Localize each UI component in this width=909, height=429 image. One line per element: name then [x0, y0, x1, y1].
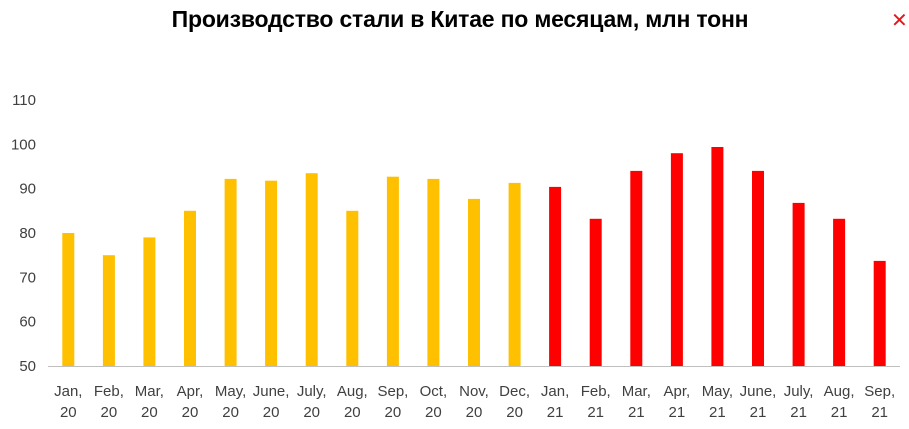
bar-7 — [346, 210, 359, 366]
bar-13 — [589, 218, 602, 366]
x-tick-label: 20 — [101, 404, 118, 421]
x-tick-label: 20 — [141, 404, 158, 421]
bar-15 — [670, 153, 683, 366]
x-tick-label: Apr, — [177, 383, 204, 400]
x-tick-label: 20 — [385, 404, 402, 421]
bar-18 — [792, 202, 805, 366]
x-tick-label: 20 — [60, 404, 77, 421]
x-tick-label: Mar, — [135, 383, 164, 400]
x-tick-label: Apr, — [664, 383, 691, 400]
x-tick-label: 20 — [182, 404, 199, 421]
x-tick-label: Feb, — [94, 383, 124, 400]
bar-8 — [386, 176, 399, 366]
x-tick-label: 21 — [790, 404, 807, 421]
y-tick-label: 60 — [19, 314, 36, 331]
y-tick-label: 70 — [19, 269, 36, 286]
x-tick-label: 21 — [628, 404, 645, 421]
bar-6 — [305, 173, 318, 366]
x-tick-label: 20 — [263, 404, 280, 421]
bar-4 — [224, 178, 237, 366]
x-tick-label: 21 — [750, 404, 767, 421]
x-tick-label: 21 — [871, 404, 888, 421]
x-tick-label: July, — [297, 383, 327, 400]
bar-9 — [427, 178, 440, 366]
x-tick-label: Dec, — [499, 383, 530, 400]
bar-3 — [184, 210, 196, 366]
bar-2 — [143, 237, 156, 366]
x-tick-label: 20 — [466, 404, 483, 421]
y-tick-label: 100 — [11, 136, 36, 153]
bar-20 — [873, 260, 886, 366]
x-tick-label: 21 — [547, 404, 564, 421]
x-tick-label: Oct, — [420, 383, 448, 400]
x-tick-label: June, — [253, 383, 290, 400]
bar-16 — [711, 147, 724, 366]
y-axis-ticks: 50 60 70 80 90 100 110 — [11, 92, 36, 375]
bars — [62, 147, 886, 366]
x-tick-label: 21 — [831, 404, 848, 421]
bar-5 — [265, 180, 278, 366]
x-tick-label: 21 — [587, 404, 604, 421]
bar-0 — [62, 233, 75, 366]
x-tick-label: May, — [215, 383, 246, 400]
x-tick-label: 20 — [303, 404, 320, 421]
y-tick-label: 110 — [12, 92, 36, 109]
y-tick-label: 50 — [19, 358, 36, 375]
bar-10 — [468, 198, 480, 366]
close-icon[interactable]: ✕ — [891, 8, 908, 32]
x-tick-label: Sep, — [864, 383, 895, 400]
x-axis-labels: Jan, 20 Feb, 20 Mar, 20 Apr, 20 May, 20 June, 20 Jul… — [54, 383, 895, 421]
x-tick-label: 21 — [709, 404, 726, 421]
y-tick-label: 80 — [19, 225, 36, 242]
bar-12 — [549, 186, 562, 366]
x-tick-label: Jan, — [541, 383, 569, 400]
x-tick-label: Jan, — [54, 383, 82, 400]
x-tick-label: 20 — [222, 404, 239, 421]
x-tick-label: Feb, — [581, 383, 611, 400]
x-tick-label: Nov, — [459, 383, 489, 400]
x-tick-label: 21 — [669, 404, 686, 421]
x-tick-label: Aug, — [337, 383, 368, 400]
x-tick-label: Mar, — [622, 383, 651, 400]
y-tick-label: 90 — [19, 181, 36, 198]
x-tick-label: 20 — [425, 404, 442, 421]
bar-1 — [102, 255, 115, 366]
bar-14 — [630, 170, 643, 366]
bar-19 — [833, 218, 846, 366]
x-tick-label: June, — [740, 383, 777, 400]
x-tick-label: May, — [702, 383, 733, 400]
x-tick-label: 20 — [344, 404, 361, 421]
x-tick-label: July, — [784, 383, 814, 400]
bar-11 — [508, 182, 521, 366]
x-tick-label: Aug, — [824, 383, 855, 400]
x-tick-label: Sep, — [377, 383, 408, 400]
bar-17 — [752, 170, 764, 366]
x-tick-label: 20 — [506, 404, 523, 421]
chart-title: Производство стали в Китае по месяцам, м… — [171, 6, 749, 32]
